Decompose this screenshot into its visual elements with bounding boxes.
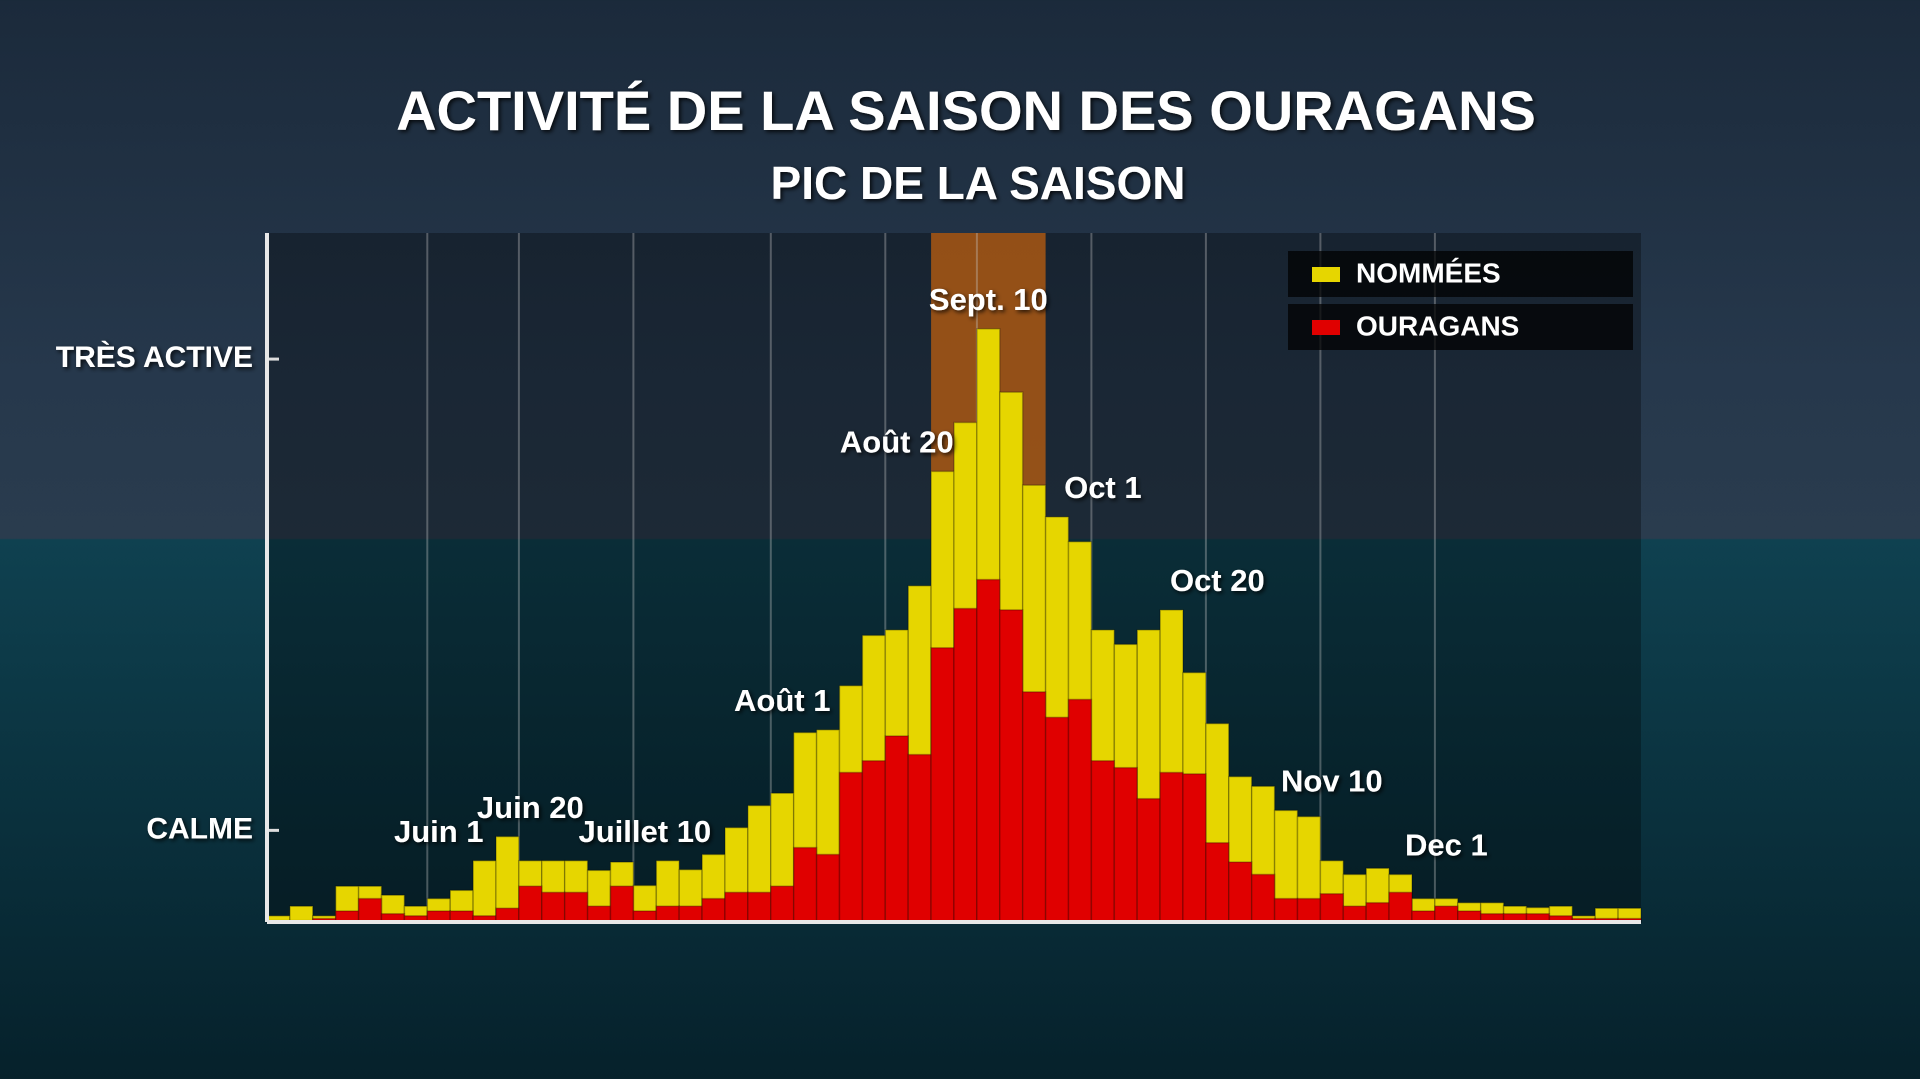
bar — [770, 885, 795, 923]
bar — [1090, 760, 1116, 923]
bar — [724, 891, 749, 923]
bar — [1159, 771, 1184, 923]
bar — [495, 907, 520, 923]
bar — [792, 846, 818, 923]
bar — [518, 885, 543, 923]
bar — [838, 771, 864, 923]
bar — [541, 891, 566, 923]
legend-box — [1288, 251, 1633, 297]
legend-box — [1288, 304, 1633, 350]
y-tick-label: CALME — [146, 812, 253, 845]
bar — [747, 891, 772, 923]
bar — [1388, 891, 1413, 923]
bar — [586, 905, 612, 923]
category-label: Août 1 — [734, 683, 830, 718]
bar — [289, 905, 314, 923]
chart-subtitle: PIC DE LA SAISON — [771, 157, 1186, 209]
category-label: Nov 10 — [1281, 764, 1383, 799]
y-tick-label: TRÈS ACTIVE — [56, 340, 253, 374]
category-label: Juin 1 — [394, 814, 484, 849]
category-label: Août 20 — [840, 425, 954, 460]
category-label: Sept. 10 — [929, 282, 1048, 317]
category-label: Oct 20 — [1170, 563, 1265, 598]
legend-label: OURAGANS — [1356, 310, 1519, 341]
bar — [907, 753, 932, 923]
legend-swatch — [1312, 320, 1340, 335]
bar — [1365, 901, 1390, 923]
chart-title: ACTIVITÉ DE LA SAISON DES OURAGANS — [396, 79, 1536, 142]
legend-swatch — [1312, 267, 1340, 282]
bar — [861, 760, 887, 923]
bar — [678, 905, 703, 923]
bar — [1296, 897, 1322, 923]
bar — [1342, 905, 1367, 923]
bar — [930, 647, 955, 923]
bar — [1319, 893, 1345, 923]
category-label: Dec 1 — [1405, 828, 1488, 863]
category-label: Juillet 10 — [579, 814, 712, 849]
bar — [976, 578, 1001, 923]
bar — [357, 897, 383, 923]
bar — [1205, 842, 1230, 923]
bar — [1273, 897, 1299, 923]
bar — [815, 853, 841, 923]
bar — [1021, 691, 1047, 923]
category-label: Oct 1 — [1064, 470, 1142, 505]
bar — [563, 891, 589, 923]
bar — [701, 897, 726, 923]
bar — [1136, 797, 1161, 923]
bar — [1067, 698, 1093, 923]
bar — [609, 885, 635, 923]
category-label: Juin 20 — [477, 790, 584, 825]
bar — [472, 859, 497, 923]
bar — [1250, 873, 1276, 923]
bar — [953, 607, 978, 923]
bar — [1044, 716, 1070, 923]
bar — [1182, 773, 1207, 923]
bar — [655, 905, 680, 923]
bar — [1228, 861, 1253, 923]
bar — [884, 735, 909, 923]
bar — [1434, 905, 1459, 923]
bar — [999, 609, 1024, 923]
legend-label: NOMMÉES — [1356, 257, 1501, 288]
bar — [1113, 766, 1138, 923]
